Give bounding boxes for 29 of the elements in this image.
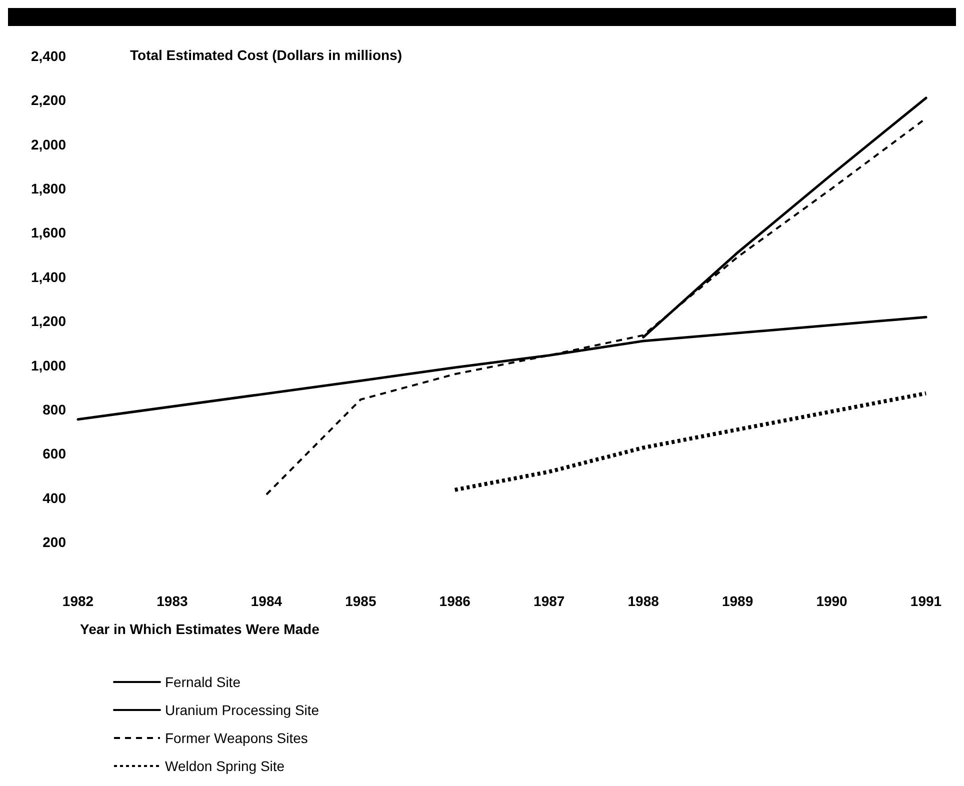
y-tick-label: 1,600 xyxy=(30,224,66,241)
y-tick-label: 1,800 xyxy=(30,180,66,197)
x-tick-label: 1991 xyxy=(910,593,942,609)
legend-label: Weldon Spring Site xyxy=(165,758,285,774)
y-tick-label: 200 xyxy=(42,534,66,550)
y-tick-label: 1,400 xyxy=(30,268,66,285)
x-tick-label: 1984 xyxy=(250,593,282,609)
legend-label: Former Weapons Sites xyxy=(165,730,308,746)
y-tick-label: 2,000 xyxy=(30,136,66,152)
y-tick-label: 2,200 xyxy=(30,92,66,108)
line-series xyxy=(452,391,928,492)
x-axis-title: Year in Which Estimates Were Made xyxy=(80,621,320,637)
y-tick-label: 1,200 xyxy=(30,313,66,330)
y-tick-label: 600 xyxy=(42,446,66,462)
legend-label: Uranium Processing Site xyxy=(165,702,320,718)
x-tick-label: 1987 xyxy=(534,593,565,609)
x-tick-label: 1982 xyxy=(62,593,94,609)
y-tick-label: 2,400 xyxy=(30,48,66,64)
x-tick-label: 1983 xyxy=(156,593,188,609)
y-tick-label: 800 xyxy=(42,401,66,418)
x-tick-label: 1990 xyxy=(816,593,848,609)
y-tick-label: 1,000 xyxy=(30,357,66,374)
x-tick-label: 1986 xyxy=(439,593,471,609)
x-tick-label: 1985 xyxy=(345,593,376,609)
x-tick-label: 1988 xyxy=(628,593,660,609)
legend-label: Fernald Site xyxy=(165,674,241,690)
x-tick-label: 1989 xyxy=(722,593,754,609)
y-axis-title: Total Estimated Cost (Dollars in millions) xyxy=(130,47,402,63)
y-tick-label: 400 xyxy=(42,490,66,506)
